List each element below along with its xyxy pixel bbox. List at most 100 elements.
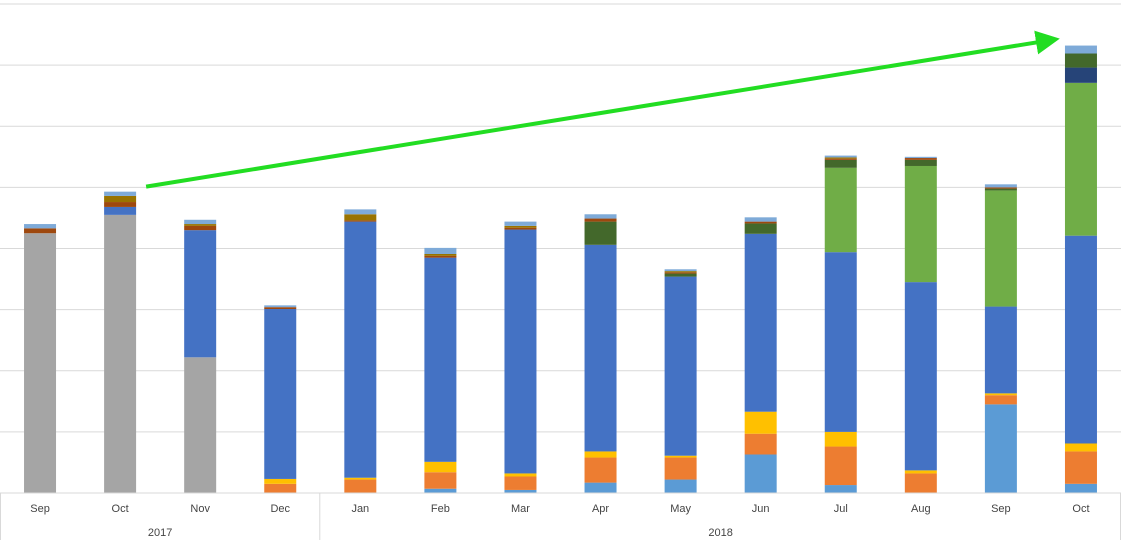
bar-segment [984, 393, 1017, 396]
bar-segment [824, 159, 857, 168]
x-tick-label: Jun [752, 503, 770, 515]
bar-segment [264, 478, 297, 484]
bar-segment [744, 454, 777, 493]
x-axis [0, 492, 1121, 540]
bar-segment [984, 187, 1017, 189]
bar-segment [264, 307, 297, 310]
bar-segment [1064, 443, 1097, 452]
bar-segment [904, 159, 937, 166]
x-tick-label: Dec [270, 503, 290, 515]
bar-segment [344, 220, 377, 222]
bar-segment [424, 254, 457, 256]
bar-segment [264, 305, 297, 308]
bars [24, 45, 1097, 493]
bar-segment [824, 155, 857, 158]
bar-segment [424, 247, 457, 255]
bar-segment [584, 221, 617, 245]
bar-segment [504, 489, 537, 493]
bar-segment [424, 257, 457, 462]
bar-segment [744, 221, 777, 224]
x-tick-labels: Sep Oct Nov Dec Jan Feb Mar Apr May Jun Jul Aug Sep O… [30, 503, 1089, 515]
bar-segment [344, 214, 377, 221]
bar-segment [984, 306, 1017, 394]
bar-segment [104, 191, 137, 196]
bar-segment [424, 255, 457, 258]
bar-segment [744, 433, 777, 455]
bar-segment [184, 219, 217, 225]
x-tick-label: Jul [834, 503, 848, 515]
bar-segment [24, 233, 57, 493]
x-tick-label: Oct [112, 503, 129, 515]
bar-segment [1064, 235, 1097, 444]
x-group-label: 2018 [708, 527, 732, 539]
bar-segment [1064, 451, 1097, 484]
x-tick-label: Nov [190, 503, 210, 515]
bar-segment [184, 230, 217, 358]
x-group-labels: 2017 2018 [148, 527, 733, 539]
bar-segment [344, 209, 377, 215]
bar-segment [504, 229, 537, 474]
bar-segment [824, 167, 857, 253]
bar-segment [104, 214, 137, 493]
bar-segment [664, 455, 697, 458]
bar-segment [264, 483, 297, 493]
bar-segment [184, 224, 217, 226]
x-tick-label: Apr [592, 503, 609, 515]
bar-segment [744, 223, 777, 234]
bar-segment [664, 457, 697, 480]
bar-segment [744, 217, 777, 222]
bar-segment [24, 228, 57, 234]
x-tick-label: Feb [431, 503, 450, 515]
bar-segment [984, 395, 1017, 405]
bar-segment [664, 276, 697, 456]
x-tick-label: May [670, 503, 691, 515]
bar-segment [424, 472, 457, 489]
bar-segment [424, 461, 457, 473]
bar-segment [664, 479, 697, 493]
bar-segment [984, 190, 1017, 307]
bar-segment [904, 156, 937, 159]
bar-segment [984, 184, 1017, 188]
bar-segment [1064, 483, 1097, 493]
bar-segment [744, 233, 777, 412]
bar-segment [904, 282, 937, 471]
x-tick-label: Mar [511, 503, 530, 515]
bar-segment [104, 195, 137, 203]
gridlines [0, 3, 1121, 433]
bar-segment [664, 271, 697, 273]
x-tick-label: Sep [30, 503, 50, 515]
bar-segment [824, 157, 857, 159]
bar-segment [344, 479, 377, 493]
bar-segment [1064, 45, 1097, 54]
bar-segment [104, 206, 137, 215]
bar-segment [264, 309, 297, 479]
x-tick-label: Sep [991, 503, 1011, 515]
bar-segment [584, 482, 617, 493]
bar-segment [504, 476, 537, 490]
bar-segment [744, 411, 777, 434]
x-tick-label: Aug [911, 503, 931, 515]
bar-segment [424, 488, 457, 493]
bar-segment [584, 451, 617, 458]
bar-segment [184, 357, 217, 493]
bar-segment [504, 221, 537, 226]
bar-segment [824, 158, 857, 160]
x-tick-label: Jan [351, 503, 369, 515]
bar-segment [904, 158, 937, 160]
x-group-label: 2017 [148, 527, 172, 539]
bar-segment [904, 473, 937, 493]
bar-segment [344, 477, 377, 480]
bar-segment [664, 269, 697, 272]
bar-segment [824, 431, 857, 447]
bar-segment [504, 227, 537, 230]
bar-segment [1064, 67, 1097, 83]
bar-segment [504, 225, 537, 228]
bar-segment [1064, 82, 1097, 236]
bar-segment [584, 457, 617, 483]
bar-segment [584, 214, 617, 219]
bar-segment [824, 485, 857, 493]
bar-segment [184, 225, 217, 231]
bar-segment [664, 272, 697, 274]
bar-segment [904, 470, 937, 474]
bar-segment [904, 165, 937, 283]
